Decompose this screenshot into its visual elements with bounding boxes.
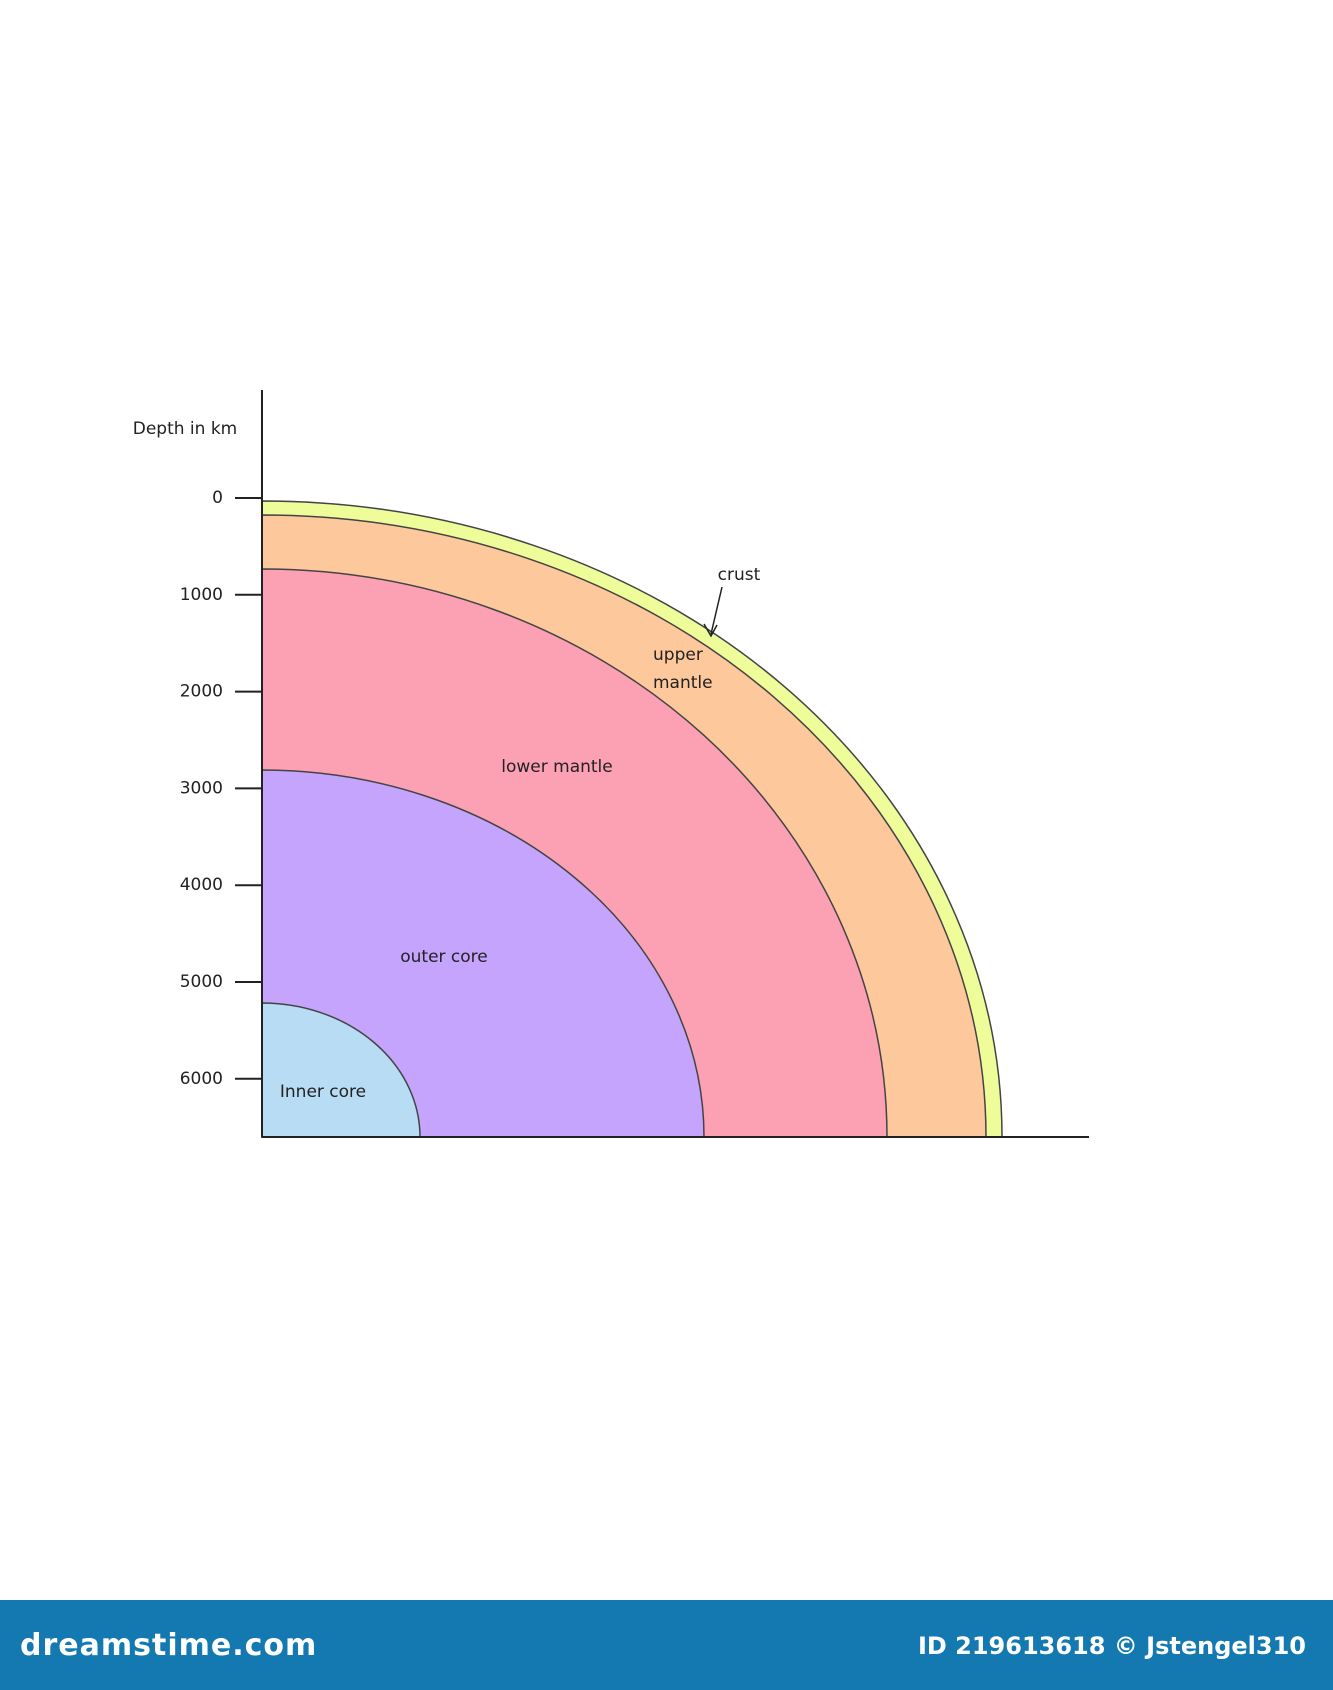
- tick-label: 0: [212, 488, 223, 508]
- layer-label: outer core: [400, 947, 488, 967]
- layer-label: upper: [653, 645, 703, 665]
- axis-label: Depth in km: [133, 419, 238, 439]
- layer-label: Inner core: [280, 1082, 366, 1102]
- diagram: Depth in km crust upper mantle lower man…: [133, 390, 1089, 1138]
- arrow-head: [703, 623, 718, 638]
- arrow: [710, 586, 723, 635]
- layer-label: mantle: [653, 673, 713, 693]
- tick-label: 1000: [180, 585, 223, 605]
- brand: dreamstime.com: [20, 1628, 318, 1663]
- tick-label: 6000: [180, 1069, 223, 1089]
- footer: dreamstime.com ID 219613618 © Jstengel31…: [0, 1600, 1333, 1690]
- tick-label: 4000: [180, 875, 223, 895]
- tick-label: 3000: [180, 778, 223, 798]
- credit: ID 219613618 © Jstengel310: [917, 1632, 1306, 1660]
- tick-label: 2000: [180, 682, 223, 702]
- inner-core-layer: [261, 1002, 421, 1138]
- layer-label: crust: [718, 565, 761, 585]
- layer-label: lower mantle: [501, 757, 612, 777]
- tick-label: 5000: [180, 972, 223, 992]
